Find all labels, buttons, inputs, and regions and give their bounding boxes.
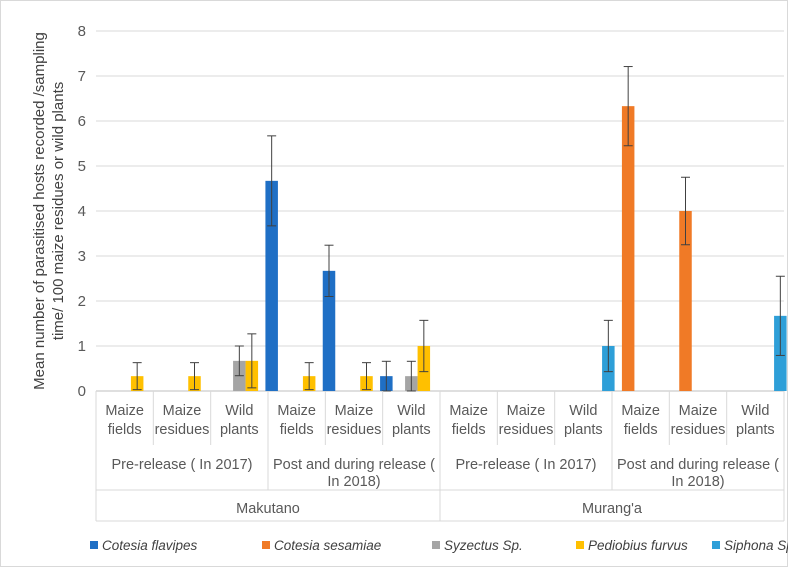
- x-location-label: Makutano: [236, 501, 300, 517]
- x-category-label: fields: [280, 422, 314, 438]
- x-category-label: plants: [220, 422, 259, 438]
- x-period-label: Post and during release (: [273, 457, 435, 473]
- x-category-label: Maize: [679, 403, 718, 419]
- y-tick-label: 8: [78, 23, 86, 40]
- x-category-label: residues: [671, 422, 726, 438]
- legend-swatch: [712, 541, 720, 549]
- legend-entry: Pediobius furvus: [588, 538, 688, 553]
- y-tick-label: 1: [78, 338, 86, 355]
- x-category-label: Maize: [449, 403, 488, 419]
- y-tick-label: 0: [78, 383, 86, 400]
- legend-entry: Syzectus Sp.: [444, 538, 523, 553]
- x-period-label: Pre-release ( In 2017): [111, 457, 252, 473]
- x-category-label: Maize: [163, 403, 202, 419]
- bar: [265, 180, 278, 391]
- x-period-label: Pre-release ( In 2017): [455, 457, 596, 473]
- x-period-label: In 2018): [327, 474, 380, 490]
- x-category-label: fields: [624, 422, 658, 438]
- y-tick-label: 6: [78, 113, 86, 130]
- x-category-label: Wild: [569, 403, 597, 419]
- y-tick-label: 5: [78, 158, 86, 175]
- x-category-label: Wild: [225, 403, 253, 419]
- x-category-label: Wild: [741, 403, 769, 419]
- y-tick-label: 4: [78, 203, 86, 220]
- bar: [322, 270, 336, 391]
- legend-swatch: [576, 541, 584, 549]
- legend-entry: Siphona Sp.: [724, 538, 788, 553]
- y-tick-label: 3: [78, 248, 86, 265]
- x-category-label: residues: [155, 422, 210, 438]
- x-category-label: Wild: [397, 403, 425, 419]
- y-axis-label-line: Mean number of parasitised hosts recorde…: [31, 32, 48, 390]
- y-axis-label: Mean number of parasitised hosts recorde…: [31, 32, 67, 390]
- x-category-label: fields: [108, 422, 142, 438]
- bar: [621, 106, 635, 392]
- x-category-label: residues: [499, 422, 554, 438]
- x-category-label: Maize: [105, 403, 144, 419]
- x-category-label: plants: [564, 422, 603, 438]
- y-axis-label-line: time/ 100 maize residues or wild plants: [50, 82, 67, 340]
- x-category-label: residues: [327, 422, 382, 438]
- bar: [679, 211, 692, 391]
- x-category-label: fields: [452, 422, 486, 438]
- x-category-label: Maize: [277, 403, 316, 419]
- x-category-label: Maize: [507, 403, 546, 419]
- x-period-label: In 2018): [671, 474, 724, 490]
- legend-entry: Cotesia flavipes: [102, 538, 198, 553]
- x-location-label: Murang'a: [582, 501, 643, 517]
- legend-swatch: [90, 541, 98, 549]
- x-period-label: Post and during release (: [617, 457, 779, 473]
- legend-swatch: [432, 541, 440, 549]
- x-category-label: plants: [392, 422, 431, 438]
- x-category-label: Maize: [621, 403, 660, 419]
- legend-entry: Cotesia sesamiae: [274, 538, 381, 553]
- x-category-label: plants: [736, 422, 775, 438]
- y-tick-label: 2: [78, 293, 86, 310]
- legend-swatch: [262, 541, 270, 549]
- x-category-label: Maize: [335, 403, 374, 419]
- y-tick-label: 7: [78, 68, 86, 85]
